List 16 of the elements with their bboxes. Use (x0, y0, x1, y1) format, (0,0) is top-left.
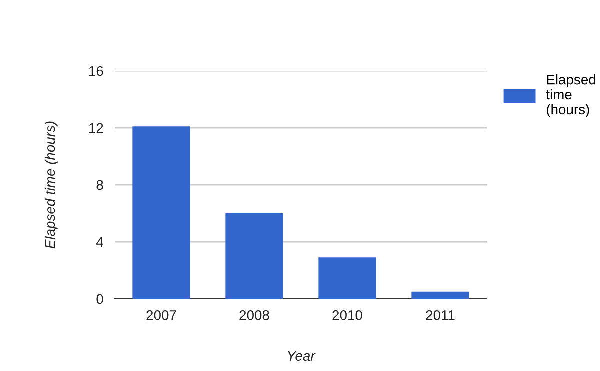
y-tick-label: 16 (90, 66, 104, 76)
x-tick-label: 2008 (240, 310, 270, 320)
bar (132, 126, 190, 299)
y-axis-title: Elapsed time (hours) (44, 122, 58, 249)
legend-label: Elapsed time (hours) (546, 74, 596, 118)
bar (318, 258, 376, 299)
y-tick-label: 12 (90, 123, 104, 134)
bar (226, 214, 284, 299)
x-axis-title: Year (288, 351, 316, 362)
y-tick-label: 0 (96, 294, 104, 304)
y-tick-label: 4 (96, 237, 104, 248)
y-tick-label: 8 (96, 180, 104, 190)
x-tick-label: 2010 (332, 310, 362, 320)
bar (412, 292, 470, 299)
x-tick-label: 2011 (426, 310, 455, 320)
x-tick-label: 2007 (146, 310, 176, 320)
